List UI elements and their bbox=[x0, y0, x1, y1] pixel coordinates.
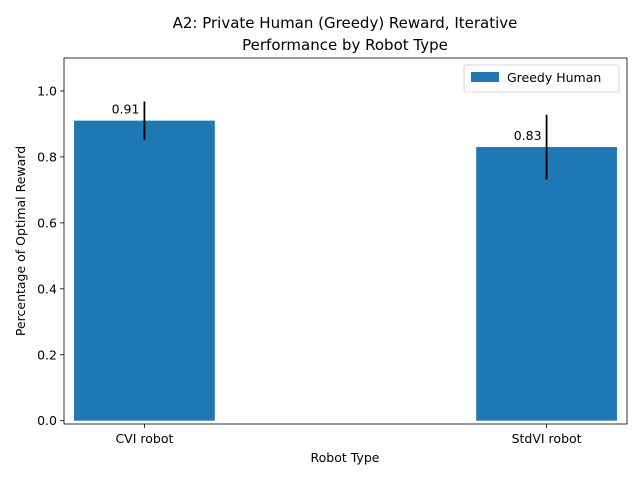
x-tick-label: StdVI robot bbox=[512, 431, 582, 446]
y-axis-label: Percentage of Optimal Reward bbox=[13, 146, 28, 336]
legend-label: Greedy Human bbox=[507, 70, 601, 85]
y-tick-label: 1.0 bbox=[37, 83, 57, 98]
x-axis-label: Robot Type bbox=[311, 450, 380, 465]
chart-subtitle: Performance by Robot Type bbox=[242, 36, 448, 54]
data-label: 0.83 bbox=[514, 128, 542, 143]
legend-swatch bbox=[471, 72, 499, 82]
x-tick-label: CVI robot bbox=[115, 431, 173, 446]
legend: Greedy Human bbox=[463, 64, 620, 93]
y-tick-label: 0.2 bbox=[37, 347, 57, 362]
bar bbox=[476, 147, 617, 421]
data-label: 0.91 bbox=[112, 102, 140, 117]
y-tick-label: 0.8 bbox=[37, 149, 57, 164]
plot-area: 0.0 0.2 0.4 0.6 0.8 1.0 0.91 CVI robot 0.83 StdVI… bbox=[37, 83, 617, 446]
bar bbox=[74, 120, 215, 421]
y-tick-label: 0.6 bbox=[37, 215, 57, 230]
chart-title: A2: Private Human (Greedy) Reward, Itera… bbox=[173, 14, 518, 32]
legend-box bbox=[463, 64, 620, 93]
y-tick-label: 0.4 bbox=[37, 281, 57, 296]
plot-frame bbox=[63, 57, 628, 425]
y-tick-label: 0.0 bbox=[37, 413, 57, 428]
